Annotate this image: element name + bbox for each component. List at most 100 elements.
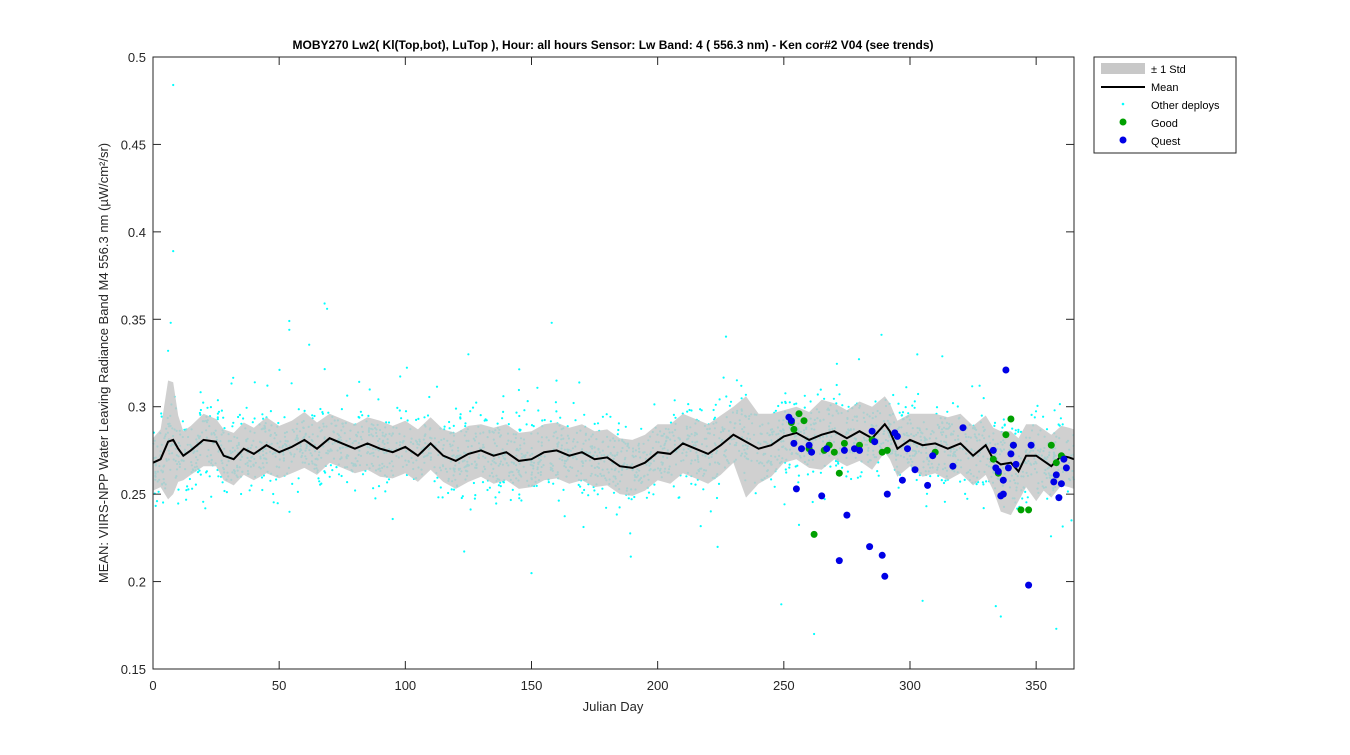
other-deploys-point xyxy=(448,420,451,424)
other-deploys-point xyxy=(605,506,608,509)
other-deploys-point xyxy=(777,404,780,408)
other-deploys-point xyxy=(297,477,300,480)
other-deploys-point xyxy=(245,406,248,409)
other-deploys-point xyxy=(396,406,399,409)
other-deploys-point xyxy=(633,495,636,499)
other-deploys-point xyxy=(535,484,538,487)
other-deploys-point xyxy=(196,471,200,474)
other-deploys-point xyxy=(1033,416,1036,419)
other-deploys-point xyxy=(324,471,327,474)
other-deploys-point xyxy=(1030,413,1033,416)
other-deploys-point xyxy=(687,403,690,406)
other-deploys-point xyxy=(596,422,600,425)
other-deploys-point xyxy=(187,488,190,491)
other-deploys-point xyxy=(475,401,478,404)
good-point xyxy=(1002,431,1010,439)
y-tick-label: 0.4 xyxy=(128,225,146,240)
other-deploys-point xyxy=(846,470,850,473)
other-deploys-point xyxy=(205,471,208,474)
std-band xyxy=(153,380,1074,516)
other-deploys-point xyxy=(502,410,505,413)
quest-point xyxy=(808,448,816,456)
other-deploys-point xyxy=(690,409,693,412)
other-deploys-point xyxy=(1061,423,1064,426)
other-deploys-point xyxy=(232,376,235,379)
other-deploys-point xyxy=(391,517,394,521)
legend-good-swatch xyxy=(1119,118,1127,126)
other-deploys-point xyxy=(788,463,791,466)
other-deploys-point xyxy=(537,409,540,412)
other-deploys-point xyxy=(653,403,656,406)
other-deploys-point xyxy=(502,481,505,484)
other-deploys-point xyxy=(555,379,558,382)
good-point xyxy=(883,446,891,454)
other-deploys-point xyxy=(937,474,940,477)
other-deploys-point xyxy=(982,507,985,510)
other-deploys-point xyxy=(240,492,243,496)
quest-point xyxy=(787,417,795,425)
other-deploys-point xyxy=(495,502,498,505)
other-deploys-point xyxy=(555,410,558,413)
other-deploys-point xyxy=(340,474,343,478)
other-deploys-point xyxy=(959,480,962,483)
other-deploys-point xyxy=(593,422,596,425)
other-deploys-point xyxy=(783,503,786,506)
other-deploys-point xyxy=(511,488,514,491)
other-deploys-point xyxy=(1061,525,1064,528)
other-deploys-point xyxy=(469,508,472,511)
other-deploys-point xyxy=(217,410,221,413)
other-deploys-point xyxy=(803,394,806,397)
other-deploys-point xyxy=(296,490,299,493)
other-deploys-point xyxy=(985,480,988,483)
good-point xyxy=(1047,441,1055,449)
other-deploys-point xyxy=(423,416,426,419)
other-deploys-point xyxy=(784,468,787,471)
quest-point xyxy=(843,511,851,519)
other-deploys-point xyxy=(975,483,978,486)
other-deploys-point xyxy=(935,406,939,409)
quest-point xyxy=(868,427,876,435)
other-deploys-point xyxy=(346,394,349,397)
other-deploys-point xyxy=(474,494,477,497)
other-deploys-point xyxy=(499,481,502,484)
other-deploys-point xyxy=(740,384,743,387)
quest-point xyxy=(1012,460,1020,468)
other-deploys-point xyxy=(857,358,861,361)
other-deploys-point xyxy=(269,410,272,413)
quest-point xyxy=(1060,455,1068,463)
other-deploys-point xyxy=(536,386,539,389)
other-deploys-point xyxy=(724,335,728,338)
quest-point xyxy=(893,432,901,440)
other-deploys-point xyxy=(925,505,928,508)
other-deploys-point xyxy=(231,425,234,428)
other-deploys-point xyxy=(1070,519,1073,522)
other-deploys-point xyxy=(554,401,558,404)
other-deploys-point xyxy=(530,424,534,427)
other-deploys-point xyxy=(497,484,500,487)
other-deploys-point xyxy=(515,411,518,414)
other-deploys-point xyxy=(729,400,733,403)
other-deploys-point xyxy=(892,393,895,397)
other-deploys-point xyxy=(837,462,840,465)
other-deploys-point xyxy=(1017,428,1020,431)
other-deploys-point xyxy=(288,510,291,513)
quest-point xyxy=(798,445,805,453)
other-deploys-point xyxy=(328,475,331,478)
other-deploys-point xyxy=(835,362,839,365)
other-deploys-point xyxy=(387,478,391,481)
other-deploys-point xyxy=(221,481,224,484)
other-deploys-point xyxy=(944,479,947,482)
other-deploys-point xyxy=(232,421,235,424)
quest-point xyxy=(949,462,957,470)
other-deploys-point xyxy=(160,412,163,415)
other-deploys-point xyxy=(795,402,798,405)
other-deploys-point xyxy=(518,429,522,432)
other-deploys-point xyxy=(242,417,245,420)
other-deploys-point xyxy=(963,478,966,481)
quest-point xyxy=(1009,441,1017,449)
other-deploys-point xyxy=(784,401,787,405)
other-deploys-point xyxy=(1002,418,1005,421)
other-deploys-point xyxy=(185,498,188,501)
other-deploys-point xyxy=(494,496,497,499)
